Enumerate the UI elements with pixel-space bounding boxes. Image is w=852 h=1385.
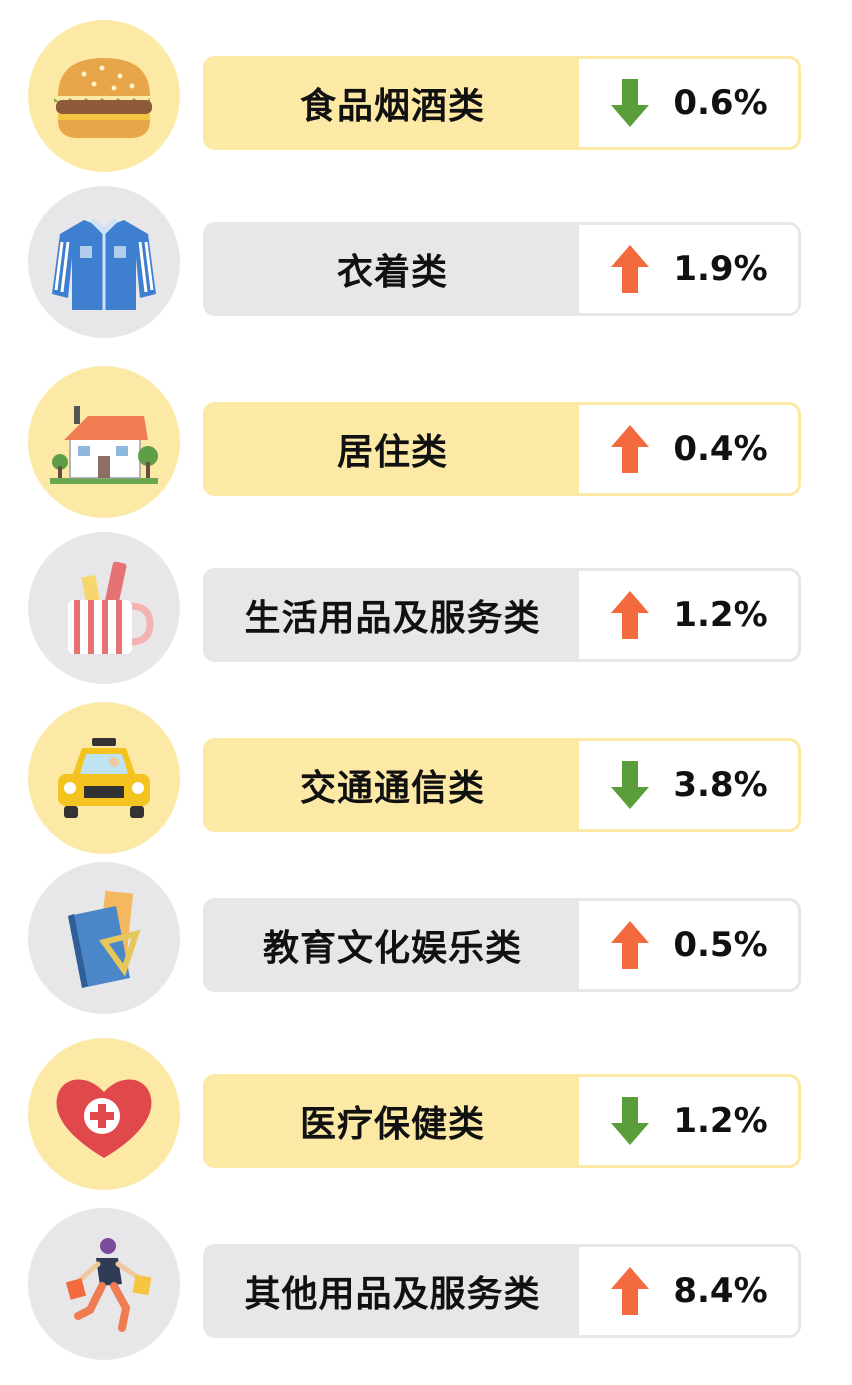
category-label: 居住类 [206, 405, 579, 493]
change-value: 1.2% [673, 595, 768, 635]
category-label: 交通通信类 [206, 741, 579, 829]
value-cell: 1.9% [579, 225, 798, 313]
heart-cross-icon [56, 1079, 152, 1158]
house-icon [50, 406, 158, 484]
change-value: 1.9% [673, 249, 768, 289]
category-label: 教育文化娱乐类 [206, 901, 579, 989]
taxi-icon [58, 738, 150, 818]
mug-icon [68, 561, 154, 654]
burger-icon [54, 58, 152, 138]
arrow-up-icon [611, 591, 650, 639]
list-item: 交通通信类 3.8% [0, 692, 852, 862]
change-value: 0.4% [673, 429, 768, 469]
arrow-down-icon [611, 79, 650, 127]
list-item: 生活用品及服务类 1.2% [0, 522, 852, 692]
category-label: 医疗保健类 [206, 1077, 579, 1165]
icon-circle [28, 862, 180, 1014]
list-item: 教育文化娱乐类 0.5% [0, 852, 852, 1022]
category-bar: 其他用品及服务类 8.4% [203, 1244, 801, 1338]
value-cell: 3.8% [579, 741, 798, 829]
change-value: 8.4% [673, 1271, 768, 1311]
category-label: 食品烟酒类 [206, 59, 579, 147]
category-bar: 交通通信类 3.8% [203, 738, 801, 832]
shopper-icon [65, 1238, 152, 1332]
category-label: 其他用品及服务类 [206, 1247, 579, 1335]
arrow-up-icon [611, 921, 650, 969]
change-value: 1.2% [673, 1101, 768, 1141]
arrow-down-icon [611, 761, 650, 809]
icon-circle [28, 1208, 180, 1360]
arrow-down-icon [611, 1097, 650, 1145]
arrow-up-icon [611, 425, 650, 473]
category-bar: 衣着类 1.9% [203, 222, 801, 316]
value-cell: 8.4% [579, 1247, 798, 1335]
list-item: 食品烟酒类 0.6% [0, 10, 852, 180]
category-bar: 医疗保健类 1.2% [203, 1074, 801, 1168]
change-value: 0.6% [673, 83, 768, 123]
list-item: 居住类 0.4% [0, 356, 852, 526]
category-bar: 食品烟酒类 0.6% [203, 56, 801, 150]
icon-circle [28, 186, 180, 338]
value-cell: 0.4% [579, 405, 798, 493]
category-label: 衣着类 [206, 225, 579, 313]
value-cell: 1.2% [579, 1077, 798, 1165]
icon-circle [28, 532, 180, 684]
category-bar: 生活用品及服务类 1.2% [203, 568, 801, 662]
category-label: 生活用品及服务类 [206, 571, 579, 659]
arrow-up-icon [611, 1267, 650, 1315]
category-bar: 教育文化娱乐类 0.5% [203, 898, 801, 992]
value-cell: 0.6% [579, 59, 798, 147]
icon-circle [28, 366, 180, 518]
list-item: 衣着类 1.9% [0, 176, 852, 346]
value-cell: 1.2% [579, 571, 798, 659]
books-icon [68, 890, 141, 988]
value-cell: 0.5% [579, 901, 798, 989]
category-bar: 居住类 0.4% [203, 402, 801, 496]
icon-circle [28, 702, 180, 854]
arrow-up-icon [611, 245, 650, 293]
change-value: 0.5% [673, 925, 768, 965]
icon-circle [28, 1038, 180, 1190]
icon-circle [28, 20, 180, 172]
list-item: 医疗保健类 1.2% [0, 1028, 852, 1198]
change-value: 3.8% [673, 765, 768, 805]
jacket-icon [52, 218, 156, 310]
list-item: 其他用品及服务类 8.4% [0, 1198, 852, 1368]
